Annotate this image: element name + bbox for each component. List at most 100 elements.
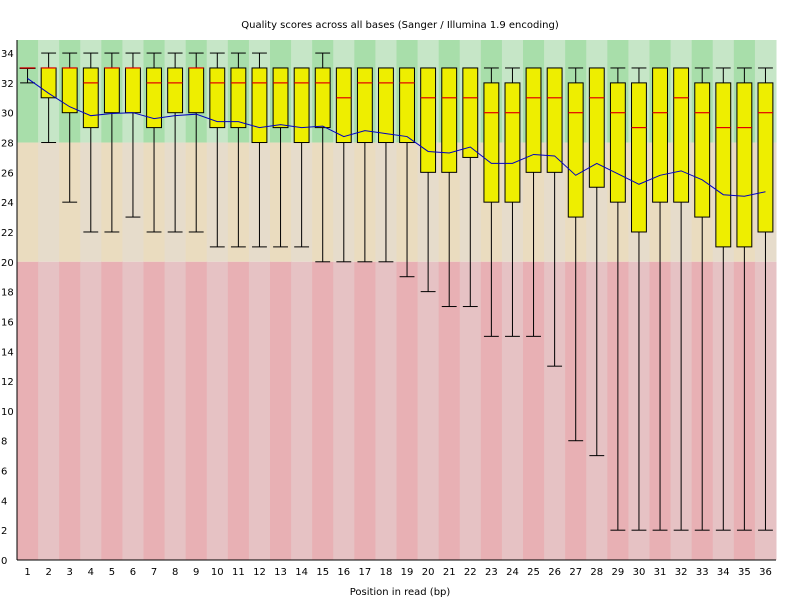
box-position-17 [356, 67, 373, 263]
box-position-1 [19, 67, 36, 84]
iqr-box [272, 67, 289, 129]
y-tick-label: 26 [1, 168, 14, 179]
y-tick-label: 4 [1, 496, 7, 507]
zone-stripe [270, 261, 292, 560]
iqr-box [736, 82, 753, 248]
iqr-box [82, 67, 99, 129]
iqr-box [757, 82, 774, 233]
y-tick-label: 0 [1, 556, 7, 567]
zone-stripe [38, 261, 60, 560]
iqr-box [609, 82, 626, 203]
x-tick-label: 5 [109, 567, 115, 578]
x-tick-label: 30 [633, 567, 646, 578]
iqr-box [399, 67, 415, 144]
iqr-box [103, 67, 120, 114]
x-tick-label: 2 [45, 567, 51, 578]
box-position-33 [694, 67, 711, 531]
zone-stripe [17, 142, 39, 262]
x-tick-label: 1 [24, 567, 30, 578]
box-position-8 [167, 52, 184, 233]
boxes [19, 52, 774, 531]
zone-stripe [544, 261, 566, 560]
x-tick-label: 34 [717, 567, 730, 578]
iqr-box [61, 67, 78, 114]
box-position-14 [293, 67, 310, 248]
zone-stripe [312, 261, 334, 560]
y-tick-label: 18 [1, 288, 14, 299]
box-position-26 [546, 67, 563, 367]
x-tick-label: 36 [759, 567, 772, 578]
box-position-35 [736, 67, 753, 531]
box-position-31 [652, 67, 668, 531]
x-tick-label: 10 [211, 567, 224, 578]
y-tick-label: 20 [1, 258, 14, 269]
iqr-box [525, 67, 542, 173]
iqr-box [504, 82, 521, 203]
y-tick-label: 28 [1, 139, 14, 150]
iqr-box [694, 82, 711, 218]
iqr-box [293, 67, 310, 144]
zone-stripe [185, 261, 208, 560]
box-position-21 [441, 67, 458, 308]
x-tick-label: 22 [464, 567, 477, 578]
zone-stripe [122, 261, 144, 560]
x-tick-label: 32 [675, 567, 688, 578]
x-tick-label: 4 [88, 567, 94, 578]
box-position-16 [335, 67, 352, 263]
x-tick-label: 26 [548, 567, 561, 578]
box-position-4 [82, 52, 99, 233]
box-position-9 [188, 52, 205, 233]
box-position-23 [483, 67, 500, 337]
y-tick-label: 32 [1, 79, 14, 90]
zone-stripe [80, 261, 102, 560]
x-tick-label: 12 [253, 567, 266, 578]
zone-stripe [164, 261, 187, 560]
box-position-7 [146, 52, 162, 233]
box-position-19 [399, 67, 415, 278]
x-tick-label: 14 [295, 567, 308, 578]
x-tick-label: 25 [527, 567, 540, 578]
box-position-10 [209, 52, 226, 248]
iqr-box [652, 67, 668, 203]
x-tick-label: 9 [193, 567, 199, 578]
box-position-12 [251, 52, 268, 248]
mean-line-group [27, 77, 766, 197]
x-tick-label: 31 [654, 567, 667, 578]
x-tick-label: 3 [67, 567, 73, 578]
iqr-box [251, 67, 268, 144]
y-tick-label: 24 [1, 198, 14, 209]
box-position-13 [272, 67, 289, 248]
iqr-box [188, 67, 205, 114]
iqr-box [378, 67, 394, 144]
y-tick-label: 22 [1, 228, 14, 239]
x-tick-label: 23 [485, 567, 498, 578]
box-position-30 [631, 67, 647, 531]
box-position-18 [378, 67, 394, 263]
iqr-box [209, 67, 226, 129]
iqr-box [631, 82, 647, 233]
zone-stripe [17, 261, 39, 560]
y-tick-label: 34 [1, 49, 14, 60]
x-tick-label: 27 [569, 567, 582, 578]
y-tick-label: 8 [1, 437, 7, 448]
box-position-28 [588, 67, 605, 457]
zone-stripe [101, 261, 123, 560]
y-tick-label: 16 [1, 317, 14, 328]
box-position-24 [504, 67, 521, 337]
zone-stripe [59, 261, 81, 560]
x-tick-label: 18 [380, 567, 393, 578]
iqr-box [335, 67, 352, 144]
y-tick-label: 30 [1, 109, 14, 120]
iqr-box [356, 67, 373, 144]
y-tick-label: 14 [1, 347, 14, 358]
zone-stripe [206, 261, 229, 560]
x-tick-label: 6 [130, 567, 136, 578]
chart-title: Quality scores across all bases (Sanger … [241, 20, 559, 31]
x-tick-label: 21 [443, 567, 456, 578]
x-tick-label: 20 [422, 567, 435, 578]
iqr-box [567, 82, 584, 218]
iqr-box [420, 67, 437, 173]
zone-stripe [143, 261, 166, 560]
